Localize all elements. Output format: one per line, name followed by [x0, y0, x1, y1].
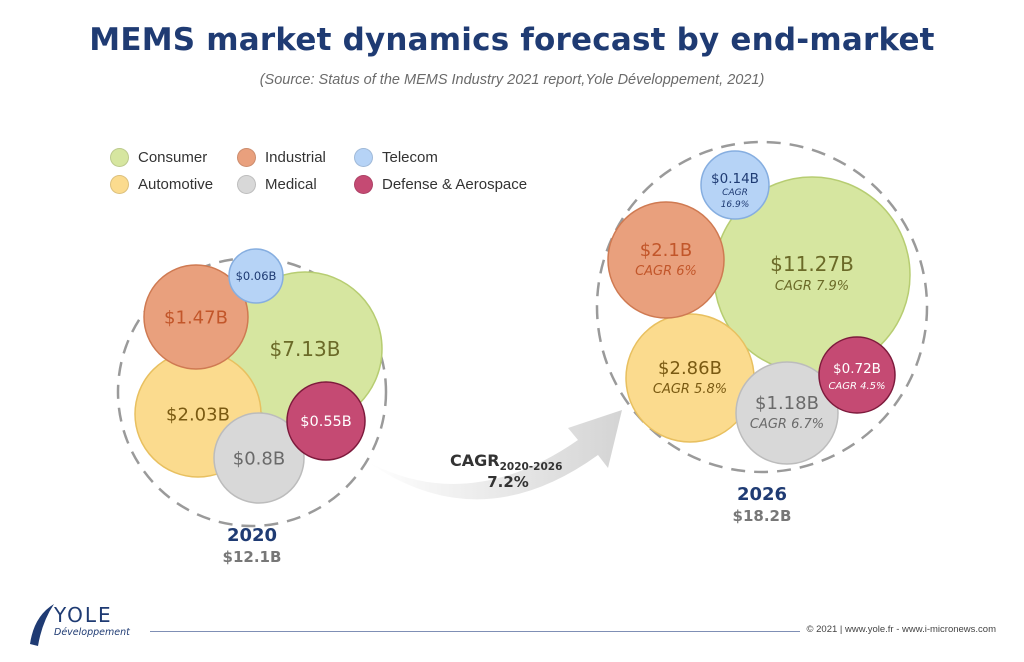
bubble-value-defense-and-aerospace-2026: $0.72B: [833, 361, 881, 377]
legend-item-automotive: Automotive: [110, 173, 213, 195]
bubble-cagr-consumer-2026: CAGR 7.9%: [775, 279, 849, 294]
growth-cagr-word: CAGR: [450, 451, 500, 470]
bubble-cagr-automotive-2026: CAGR 5.8%: [653, 382, 727, 397]
legend-label-medical: Medical: [265, 175, 317, 193]
bubble-value-automotive-2026: $2.86B: [658, 358, 722, 379]
bubble-medical-2020: [213, 412, 305, 504]
legend-swatch-medical: [237, 174, 256, 194]
bubble-value-consumer-2020: $7.13B: [270, 337, 341, 361]
bubble-value-industrial-2026: $2.1B: [640, 240, 692, 261]
bubble-cagr-medical-2026: CAGR 6.7%: [750, 417, 824, 432]
logo-swoosh: [30, 604, 54, 646]
bubble-medical-2026: [735, 361, 839, 465]
legend-swatch-industrial: [237, 147, 256, 167]
bubble-value-automotive-2020: $2.03B: [166, 404, 230, 425]
year-label-2020: 2020: [227, 525, 277, 546]
bubble-cagr-telecom-2026-value: 16.9%: [721, 200, 750, 210]
legend-item-industrial: Industrial: [237, 146, 326, 168]
bubble-industrial-2026: [607, 201, 725, 319]
yole-logo: YOLE Développement: [30, 603, 131, 646]
year-label-2026: 2026: [737, 484, 787, 505]
legend-label-automotive: Automotive: [138, 175, 214, 193]
growth-cagr-value: 7.2%: [487, 473, 529, 491]
legend-label-consumer: Consumer: [138, 148, 208, 166]
bubble-group-2026: $11.27B CAGR 7.9% $2.86B CAGR 5.8% $2.1B CAGR…: [595, 140, 929, 474]
bubble-value-medical-2020: $0.8B: [233, 448, 285, 469]
outer-dashed-circle-2026: [595, 140, 929, 474]
legend-item-defense-and-aerospace: Defense & Aerospace: [354, 173, 527, 195]
bubble-telecom-2020: [228, 248, 284, 304]
bubble-value-medical-2026: $1.18B: [755, 393, 819, 414]
bubble-value-telecom-2020: $0.06B: [236, 269, 277, 283]
bubble-group-2020: $7.13B $2.03B $1.47B $0.8B $0.55B $0.06B: [116, 248, 388, 528]
source-subtitle: (Source: Status of the MEMS Industry 202…: [259, 72, 765, 88]
legend-label-defense-and-aerospace: Defense & Aerospace: [382, 175, 528, 193]
legend-swatch-telecom: [354, 147, 373, 167]
logo-wordmark: YOLE: [53, 603, 113, 627]
legend-item-consumer: Consumer: [110, 146, 207, 168]
growth-cagr-period: 2020-2026: [500, 461, 563, 473]
bubble-cagr-industrial-2026: CAGR 6%: [635, 264, 697, 279]
bubble-cagr-defense-and-aerospace-2026: CAGR 4.5%: [828, 381, 885, 392]
growth-arrow: [368, 410, 622, 500]
growth-cagr-label: CAGR2020-2026: [450, 451, 562, 473]
legend-swatch-consumer: [110, 147, 129, 167]
legend-swatch-defense-and-aerospace: [354, 174, 373, 194]
page-title: MEMS market dynamics forecast by end-mar…: [89, 22, 935, 58]
footer-divider: [150, 631, 800, 632]
bubble-value-industrial-2020: $1.47B: [164, 307, 228, 328]
bubble-value-consumer-2026: $11.27B: [770, 252, 854, 276]
legend-label-industrial: Industrial: [265, 148, 326, 166]
bubble-value-telecom-2026: $0.14B: [711, 171, 759, 187]
legend-item-telecom: Telecom: [354, 146, 438, 168]
legend-item-medical: Medical: [237, 173, 317, 195]
bubble-value-defense-and-aerospace-2020: $0.55B: [300, 414, 351, 430]
bubble-defense-and-aerospace-2026: [818, 336, 896, 414]
bubble-telecom-2026: [700, 150, 770, 220]
bubble-defense-and-aerospace-2020: [286, 381, 366, 461]
year-total-2026: $18.2B: [733, 507, 792, 525]
year-total-2020: $12.1B: [223, 548, 282, 566]
legend: Consumer Industrial Telecom Automotive Medic…: [110, 146, 550, 202]
logo-subtext: Développement: [54, 627, 131, 638]
footer-copyright: © 2021 | www.yole.fr - www.i-micronews.c…: [806, 624, 997, 635]
legend-label-telecom: Telecom: [382, 148, 438, 166]
legend-swatch-automotive: [110, 174, 129, 194]
bubble-cagr-telecom-2026-label: CAGR: [722, 188, 748, 198]
bubble-industrial-2020: [143, 264, 249, 370]
